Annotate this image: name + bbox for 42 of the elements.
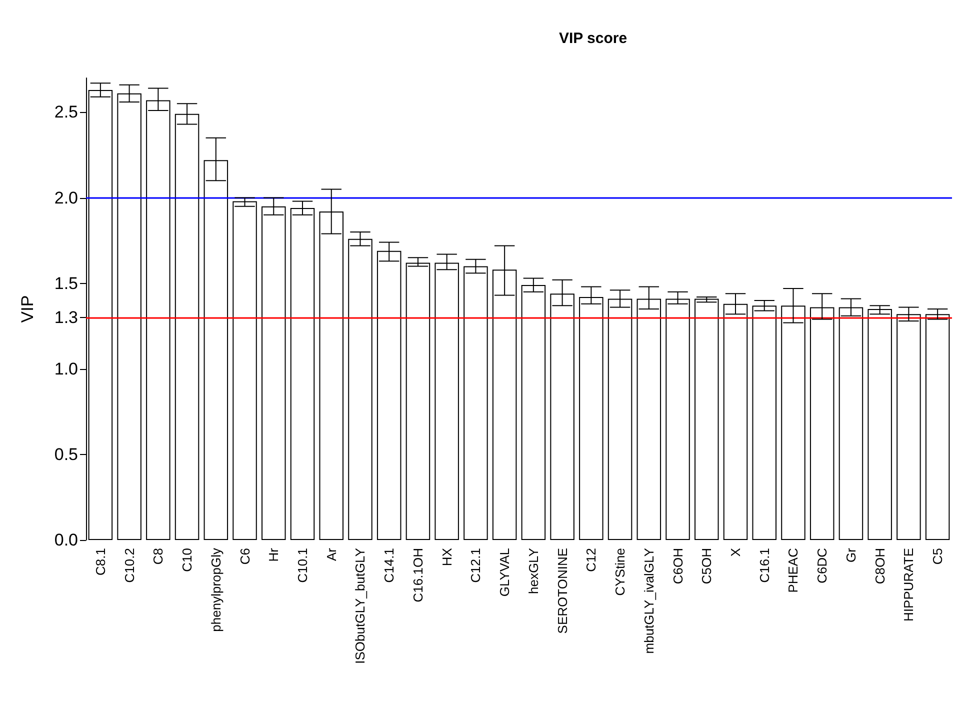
y-tick-label: 1.5 [54, 274, 78, 293]
x-tick-label: Ar [324, 547, 339, 561]
x-tick-label: C5 [930, 548, 946, 565]
x-tick-label: C6DC [814, 548, 830, 584]
x-tick-label: C12.1 [468, 548, 484, 583]
x-tick-label: X [728, 548, 743, 557]
x-tick-label: PHEAC [786, 548, 801, 593]
x-tick-label: C6 [237, 548, 252, 565]
x-tick-label: C8OH [872, 548, 888, 584]
x-tick-label: HX [439, 548, 454, 566]
x-tick-label: C8.1 [92, 548, 108, 576]
x-tick-label: C8 [150, 548, 166, 565]
bar [232, 201, 257, 540]
x-tick-label: hexGLY [526, 548, 541, 594]
x-tick-label: ISObutGLY_butGLY [352, 548, 368, 664]
x-tick-label: SEROTONINE [554, 548, 570, 634]
x-tick-label: C5OH [699, 548, 714, 584]
x-tick-label: mbutGLY_ivalGLY [641, 548, 656, 654]
x-tick-label: phenylpropGly [208, 548, 224, 632]
y-tick-label: 0.0 [54, 530, 78, 550]
x-tick-label: C16.1 [756, 548, 772, 583]
x-tick-label: C10.1 [295, 548, 310, 583]
y-tick-label: 0.5 [54, 444, 78, 464]
x-tick-label: HIPPURATE [901, 548, 916, 622]
y-tick-label: 2.0 [54, 188, 78, 208]
x-tick-label: C12 [584, 548, 599, 572]
y-tick-label: 1.0 [54, 359, 78, 378]
x-tick-label: C10.2 [122, 548, 137, 583]
y-tick-label: 2.5 [54, 102, 78, 122]
x-tick-label: Gr [843, 547, 858, 562]
chart-title: VIP score [558, 30, 628, 47]
y-tick-label: 1.3 [54, 308, 78, 328]
x-tick-label: C14.1 [382, 548, 397, 583]
x-tick-label: CYStine [612, 548, 628, 596]
x-tick-label: C16.1OH [410, 548, 426, 602]
x-tick-label: C6OH [670, 548, 686, 584]
bar [868, 309, 892, 540]
x-tick-label: Hr [266, 547, 282, 562]
bar [694, 298, 719, 540]
x-tick-label: GLYVAL [497, 548, 512, 597]
x-tick-label: C10 [180, 548, 195, 572]
y-axis-title: VIP [18, 295, 37, 323]
